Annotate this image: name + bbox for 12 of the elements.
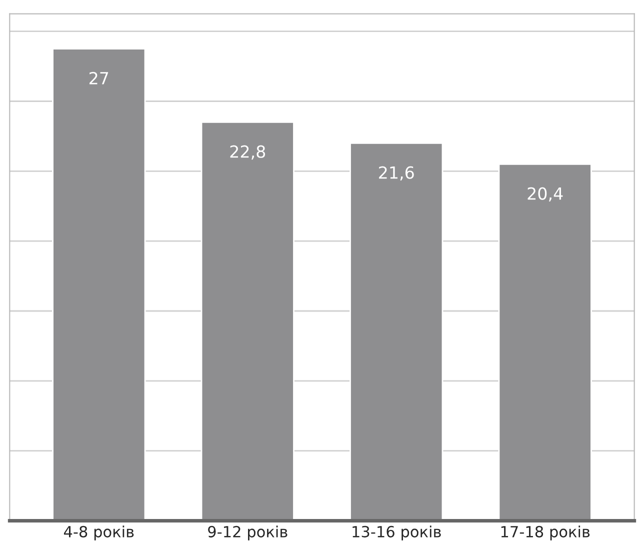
x-tick-label: 9-12 років — [208, 526, 288, 540]
x-tick-label: 17-18 років — [501, 526, 590, 540]
bar — [52, 48, 146, 521]
data-label: 20,4 — [528, 187, 563, 202]
bar — [498, 163, 592, 521]
x-tick-label: 13-16 років — [352, 526, 441, 540]
data-label: 21,6 — [379, 166, 414, 181]
bar — [350, 142, 444, 521]
data-label: 22,8 — [230, 145, 266, 160]
bar — [200, 122, 294, 521]
x-tick-label: 4-8 років — [64, 526, 134, 540]
data-label: 27 — [90, 72, 108, 84]
